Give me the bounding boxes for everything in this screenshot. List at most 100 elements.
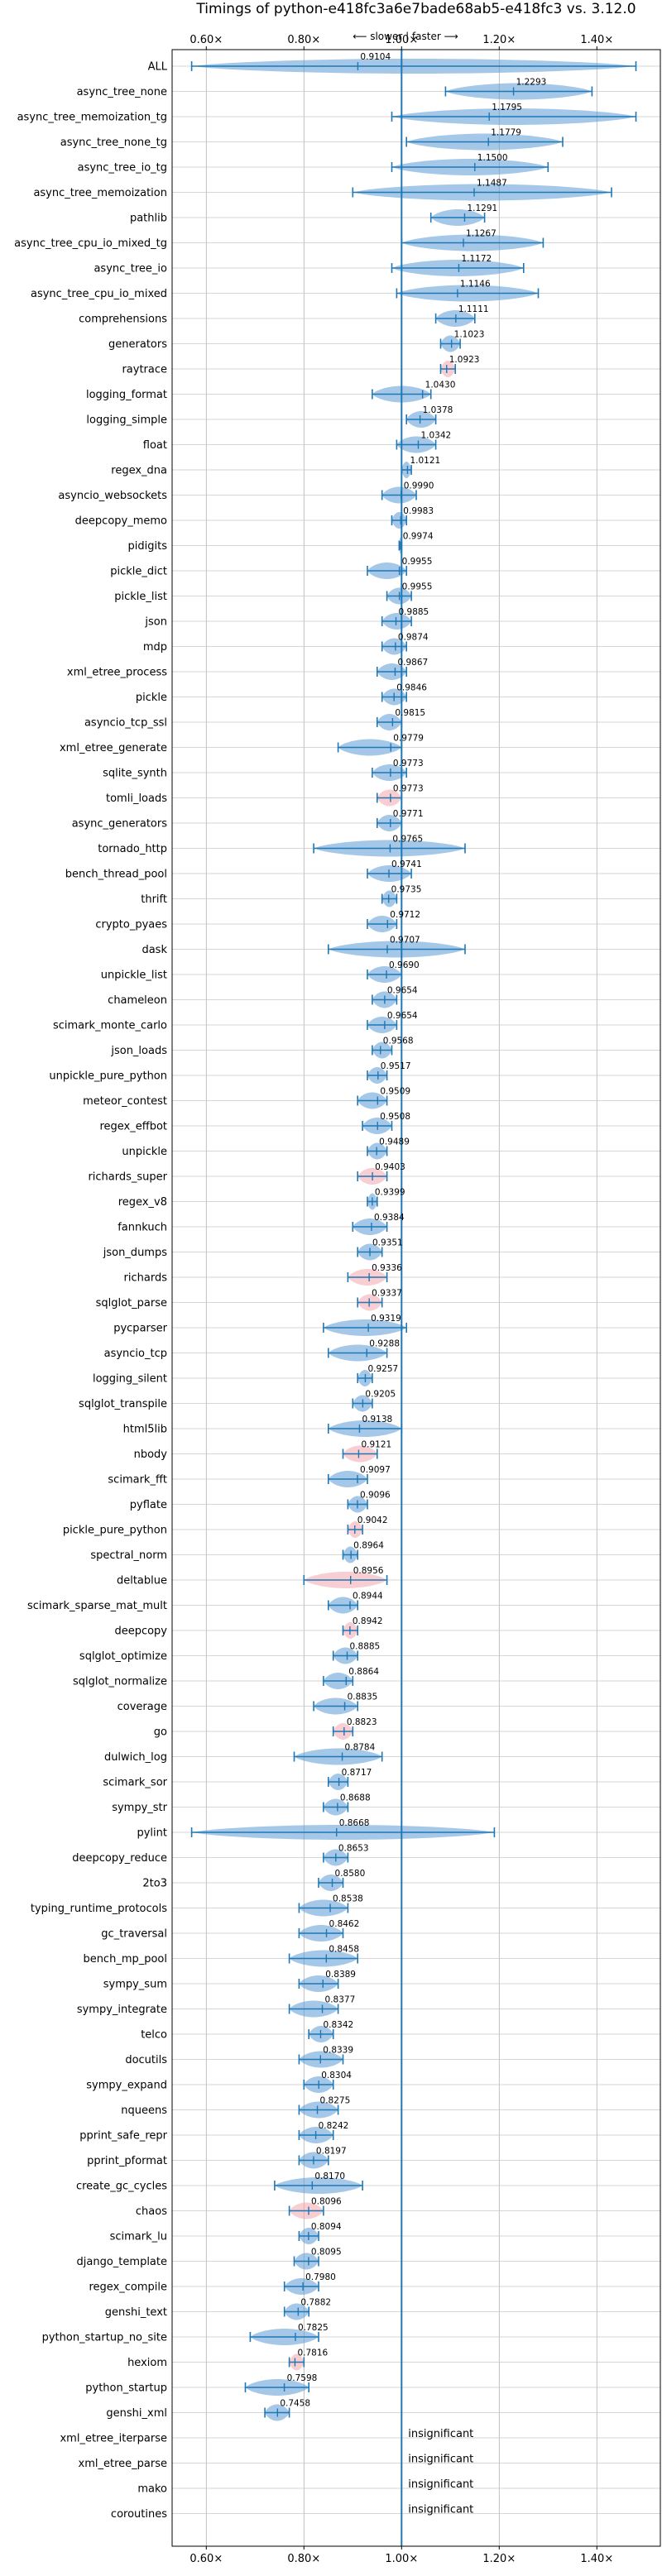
row-label: sqlglot_normalize xyxy=(73,1676,167,1688)
value-label-sympy_str: 0.8688 xyxy=(340,1793,371,1803)
value-label-pycparser: 0.9319 xyxy=(371,1314,401,1324)
value-label-json_loads: 0.9568 xyxy=(383,1037,414,1046)
value-label-tomli_loads: 0.9773 xyxy=(393,784,424,794)
row-label: pickle_dict xyxy=(110,566,167,578)
plot-frame xyxy=(171,49,661,2547)
value-label-pprint_pformat: 0.8197 xyxy=(316,2147,347,2157)
row-label: unpickle_list xyxy=(101,970,167,982)
value-label-sympy_integrate: 0.8377 xyxy=(325,1995,356,2005)
value-label-regex_compile: 0.7980 xyxy=(305,2272,336,2282)
x-tick-label-top: 0.60× xyxy=(189,34,223,46)
row-label: coroutines xyxy=(111,2508,167,2521)
value-label-hexiom: 0.7816 xyxy=(297,2349,328,2358)
value-label-docutils: 0.8339 xyxy=(323,2046,353,2056)
row-label: json xyxy=(144,616,167,629)
row-label: sqlite_synth xyxy=(103,768,167,780)
row-label: regex_effbot xyxy=(99,1121,167,1133)
value-label-scimark_lu: 0.8094 xyxy=(311,2222,342,2232)
row-label: comprehensions xyxy=(79,314,167,326)
value-label-richards_super: 0.9403 xyxy=(375,1162,405,1172)
value-label-unpickle_list: 0.9690 xyxy=(389,960,420,970)
row-label: fannkuch xyxy=(118,1222,167,1234)
row-label: hexiom xyxy=(127,2357,167,2369)
value-label-async_tree_cpu_io_mixed_tg: 1.1267 xyxy=(466,229,496,239)
value-label-pyflate: 0.9096 xyxy=(360,1491,391,1501)
value-label-thrift: 0.9735 xyxy=(391,885,422,895)
value-label-xml_etree_process: 0.9867 xyxy=(397,658,428,668)
row-label: go xyxy=(154,1726,167,1739)
value-label-mdp: 0.9874 xyxy=(398,633,429,643)
value-label-sqlglot_optimize: 0.8885 xyxy=(350,1642,381,1652)
value-label-genshi_xml: 0.7458 xyxy=(280,2399,310,2409)
row-label: tornado_http xyxy=(98,843,167,855)
value-label-async_tree_memoization_tg: 1.1795 xyxy=(492,103,522,113)
x-tick-label-bottom: 1.40× xyxy=(580,2553,613,2565)
value-label-pylint: 0.8668 xyxy=(339,1818,370,1828)
marks-layer xyxy=(190,50,637,2546)
direction-label: ⟵ slower | faster ⟶ xyxy=(353,31,458,42)
row-label: richards xyxy=(124,1272,168,1285)
row-label: regex_v8 xyxy=(118,1196,167,1209)
row-label: spectral_norm xyxy=(90,1549,167,1562)
value-label-python_startup: 0.7598 xyxy=(287,2373,318,2383)
row-label: nqueens xyxy=(121,2104,167,2117)
value-label-logging_format: 1.0430 xyxy=(425,381,456,390)
value-label-gc_traversal: 0.8462 xyxy=(329,1919,360,1929)
row-label: ALL xyxy=(148,61,168,74)
row-label: deltablue xyxy=(117,1575,167,1587)
row-label: pickle_pure_python xyxy=(63,1525,167,1537)
value-label-raytrace: 1.0923 xyxy=(449,355,480,365)
row-label: dask xyxy=(142,944,167,956)
value-label-chameleon: 0.9654 xyxy=(387,986,418,996)
row-label: bench_thread_pool xyxy=(65,869,167,881)
x-tick-label-bottom: 0.60× xyxy=(189,2553,223,2565)
row-label: python_startup_no_site xyxy=(42,2332,167,2344)
value-label-html5lib: 0.9138 xyxy=(362,1415,392,1424)
value-label-async_tree_none: 1.2293 xyxy=(516,78,547,88)
insignificant-label: insignificant xyxy=(408,2454,473,2466)
row-label: html5lib xyxy=(123,1424,167,1436)
value-label-deltablue: 0.8956 xyxy=(353,1566,384,1576)
value-label-async_tree_io_tg: 1.1500 xyxy=(477,153,508,163)
row-label: async_tree_io_tg xyxy=(78,162,167,175)
value-label-async_generators: 0.9771 xyxy=(393,809,424,819)
row-label: pycparser xyxy=(113,1323,167,1335)
row-label: telco xyxy=(141,2029,167,2042)
value-label-ALL: 0.9104 xyxy=(360,52,391,62)
row-label: mako xyxy=(137,2483,167,2496)
row-label: dulwich_log xyxy=(104,1751,167,1764)
value-label-pidigits: 0.9974 xyxy=(403,532,434,542)
row-label: django_template xyxy=(77,2256,167,2268)
row-label: thrift xyxy=(141,893,167,906)
value-label-regex_effbot: 0.9508 xyxy=(380,1112,410,1122)
row-label: xml_etree_process xyxy=(67,667,167,679)
row-label: raytrace xyxy=(122,364,167,376)
row-label: nbody xyxy=(134,1448,168,1461)
row-label: scimark_monte_carlo xyxy=(53,1020,167,1032)
row-label: sympy_str xyxy=(112,1802,167,1814)
value-label-pathlib: 1.1291 xyxy=(467,203,497,213)
row-label: sqlglot_parse xyxy=(96,1297,167,1310)
value-label-logging_simple: 1.0378 xyxy=(423,405,453,415)
row-label: coverage xyxy=(118,1701,167,1713)
value-label-xml_etree_generate: 0.9779 xyxy=(393,734,424,744)
violin-layer xyxy=(191,59,636,2421)
value-label-2to3: 0.8580 xyxy=(335,1869,366,1879)
row-label: pidigits xyxy=(128,540,168,553)
row-label: tomli_loads xyxy=(106,792,167,805)
row-label: unpickle xyxy=(122,1146,167,1158)
x-tick-label-bottom: 1.00× xyxy=(385,2553,418,2565)
row-label: pathlib xyxy=(130,213,167,225)
value-label-async_tree_cpu_io_mixed: 1.1146 xyxy=(460,280,491,290)
value-label-regex_v8: 0.9399 xyxy=(375,1188,405,1198)
row-label: asyncio_tcp_ssl xyxy=(84,717,167,730)
value-label-deepcopy_memo: 0.9983 xyxy=(403,506,434,516)
chart-title: Timings of python-e418fc3a6e7bade68ab5-e… xyxy=(195,1,636,17)
row-label: genshi_xml xyxy=(106,2407,167,2420)
value-label-comprehensions: 1.1111 xyxy=(458,304,489,314)
row-label: deepcopy_reduce xyxy=(72,1852,167,1865)
value-label-sympy_expand: 0.8304 xyxy=(321,2071,352,2080)
row-label: xml_etree_generate xyxy=(60,742,167,754)
